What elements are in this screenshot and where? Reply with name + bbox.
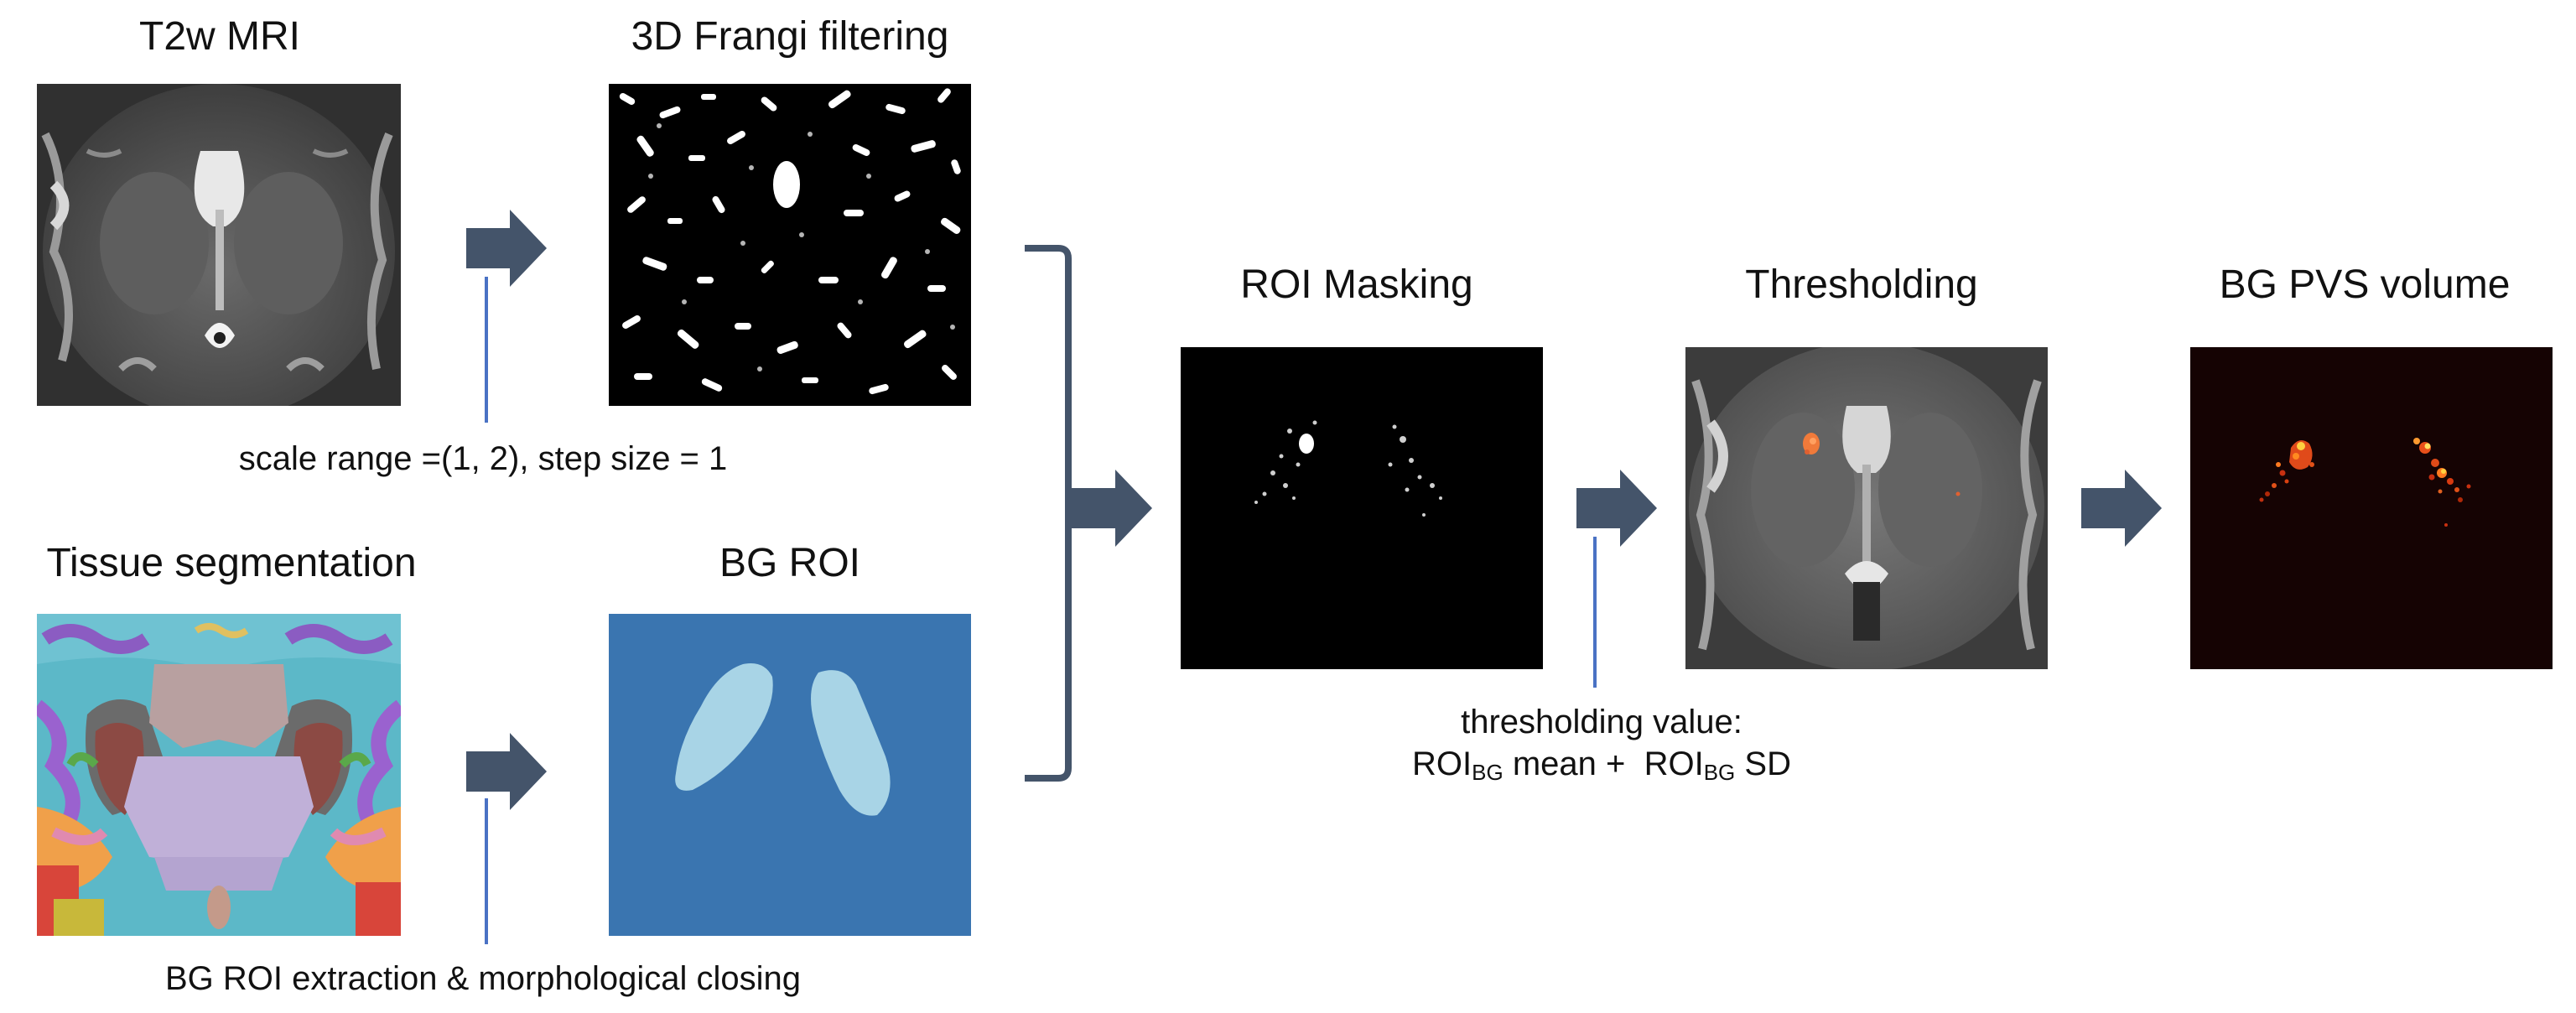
bg-roi-title: BG ROI [719,541,861,585]
thresholding-title: Thresholding [1745,262,1978,307]
roi-extraction-caption: BG ROI extraction & morphological closin… [164,960,802,997]
merge-bracket [1025,245,1072,782]
tissue-segmentation-title: Tissue segmentation [46,541,417,585]
threshold-caption-line1: thresholding value: [1461,704,1742,740]
frangi-filtering-title: 3D Frangi filtering [631,14,949,59]
bg-roi-image [609,614,971,936]
arrow-right-icon [1576,470,1657,547]
threshold-leader-line [1593,537,1597,688]
arrow-right-icon [1072,470,1152,547]
bg-pvs-volume-title: BG PVS volume [2219,262,2511,307]
threshold-caption: thresholding value: ROIBG mean + ROIBG S… [1412,701,1791,787]
roi-masking-title: ROI Masking [1240,262,1473,307]
t2w-mri-image [37,84,401,406]
thresholding-image [1685,347,2048,669]
t2w-mri-title: T2w MRI [139,14,300,59]
tissue-segmentation-image [37,614,401,936]
arrow-right-icon [2081,470,2162,547]
arrow-right-icon [466,210,547,287]
bg-pvs-volume-image [2190,347,2553,669]
frangi-params-caption: scale range =(1, 2), step size = 1 [238,440,728,477]
frangi-filtering-image [609,84,971,406]
roi-masking-image [1181,347,1543,669]
frangi-leader-line [485,277,488,423]
threshold-caption-line2: ROIBG mean + ROIBG SD [1412,745,1791,785]
arrow-right-icon [466,733,547,810]
roi-leader-line [485,798,488,944]
